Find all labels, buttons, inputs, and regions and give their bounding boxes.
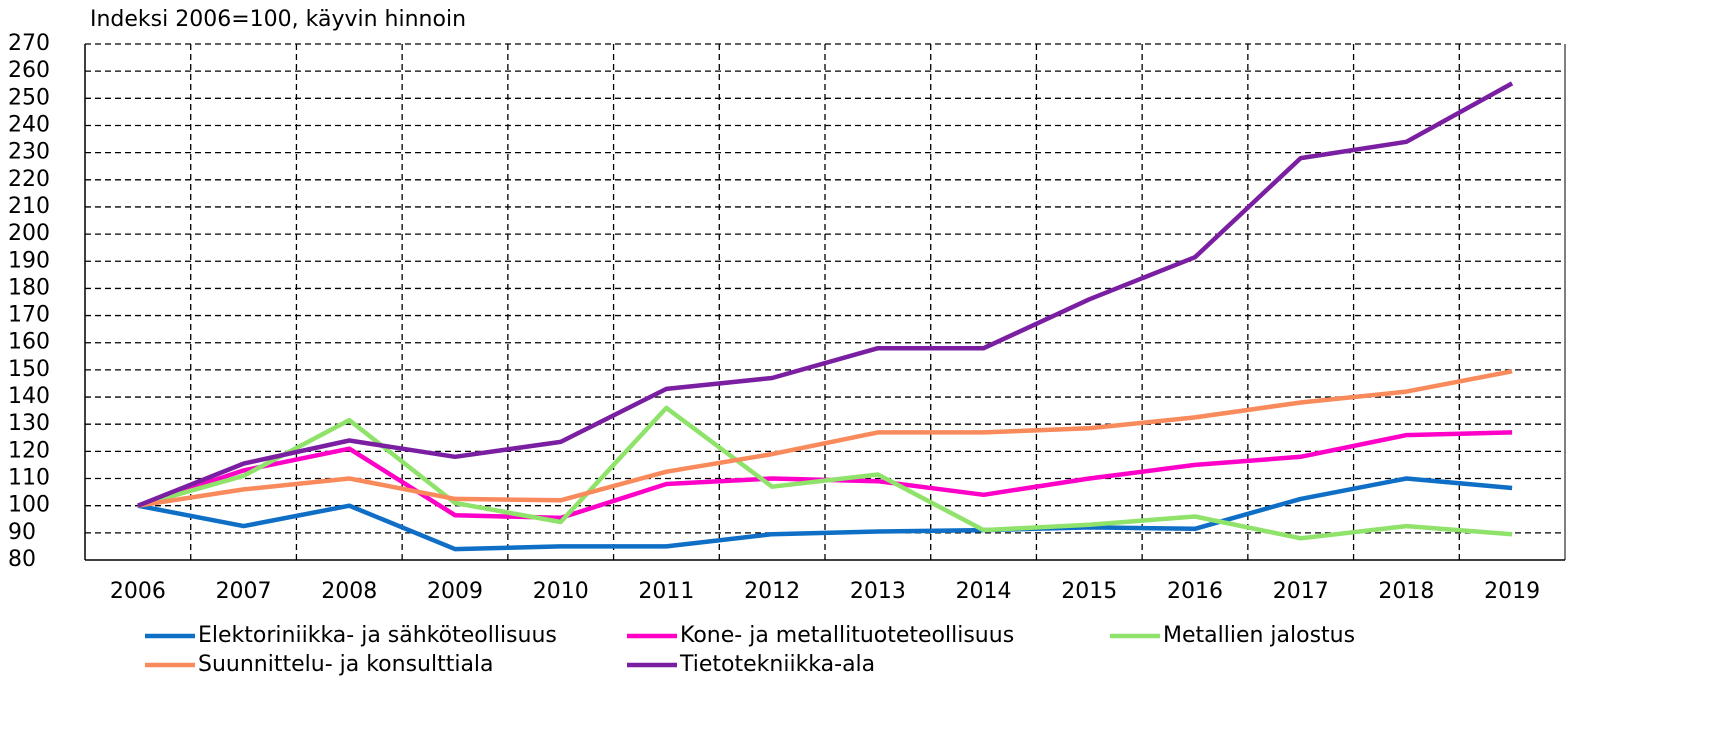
y-axis-title: Indeksi 2006=100, käyvin hinnoin bbox=[90, 7, 466, 32]
y-tick-label: 170 bbox=[8, 303, 50, 328]
x-tick-label: 2011 bbox=[638, 579, 694, 604]
y-tick-label: 210 bbox=[8, 194, 50, 219]
series-line bbox=[137, 476, 1513, 552]
series-line bbox=[137, 81, 1514, 508]
x-tick-label: 2013 bbox=[850, 579, 906, 604]
y-tick-label: 160 bbox=[8, 330, 50, 355]
y-tick-label: 250 bbox=[8, 85, 50, 110]
y-tick-label: 200 bbox=[8, 221, 50, 246]
y-tick-label: 90 bbox=[8, 520, 36, 545]
y-tick-label: 120 bbox=[8, 438, 50, 463]
y-tick-label: 80 bbox=[8, 547, 36, 572]
y-tick-label: 150 bbox=[8, 357, 50, 382]
x-tick-label: 2006 bbox=[110, 579, 166, 604]
y-tick-label: 190 bbox=[8, 248, 50, 273]
x-tick-label: 2009 bbox=[427, 579, 483, 604]
y-tick-label: 100 bbox=[8, 493, 50, 518]
legend-label: Kone- ja metallituoteteollisuus bbox=[680, 623, 1014, 648]
x-tick-label: 2010 bbox=[533, 579, 589, 604]
series-line bbox=[137, 369, 1513, 508]
y-tick-label: 230 bbox=[8, 140, 50, 165]
series-line bbox=[137, 405, 1513, 541]
legend-label: Suunnittelu- ja konsulttiala bbox=[198, 652, 494, 677]
x-tick-label: 2019 bbox=[1484, 579, 1540, 604]
y-tick-label: 260 bbox=[8, 58, 50, 83]
x-tick-label: 2012 bbox=[744, 579, 800, 604]
x-tick-label: 2017 bbox=[1273, 579, 1329, 604]
legend-label: Elektoriniikka- ja sähköteollisuus bbox=[198, 623, 557, 648]
y-tick-label: 140 bbox=[8, 384, 50, 409]
y-tick-label: 270 bbox=[8, 31, 50, 56]
x-tick-label: 2007 bbox=[216, 579, 272, 604]
x-tick-label: 2015 bbox=[1061, 579, 1117, 604]
y-tick-label: 130 bbox=[8, 411, 50, 436]
y-tick-label: 180 bbox=[8, 275, 50, 300]
x-tick-label: 2016 bbox=[1167, 579, 1223, 604]
y-tick-label: 220 bbox=[8, 167, 50, 192]
x-tick-label: 2014 bbox=[956, 579, 1012, 604]
y-tick-label: 240 bbox=[8, 112, 50, 137]
x-tick-label: 2018 bbox=[1378, 579, 1434, 604]
y-tick-label: 110 bbox=[8, 466, 50, 491]
legend-label: Metallien jalostus bbox=[1163, 623, 1355, 648]
legend-label: Tietotekniikka-ala bbox=[679, 652, 875, 677]
x-tick-label: 2008 bbox=[321, 579, 377, 604]
